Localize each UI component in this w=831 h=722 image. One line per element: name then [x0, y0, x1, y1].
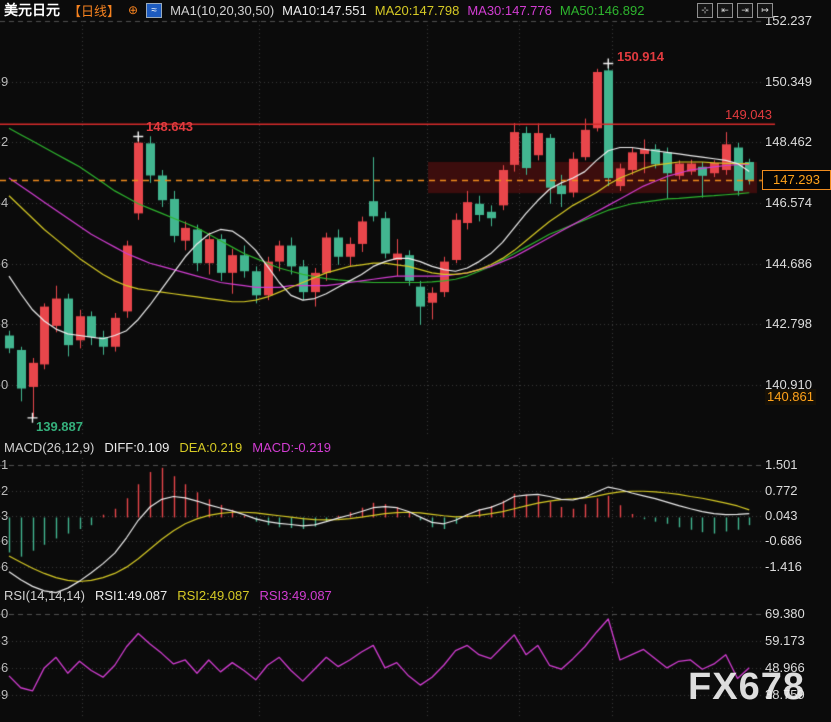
macd-title: MACD(26,12,9) — [4, 440, 95, 455]
shift-right-button[interactable]: ⇥ — [737, 3, 753, 18]
macd-axis-clipped-label: 1 — [1, 457, 9, 472]
price-axis-label: 142.798 — [765, 316, 812, 331]
top-high-annotation: 150.914 — [617, 49, 664, 64]
ma10-value-label: MA10:147.551 — [282, 2, 367, 18]
swing-low-annotation: 139.887 — [36, 419, 83, 434]
rsi-axis-clipped-label: 3 — [1, 633, 9, 648]
rsi-header: RSI(14,14,14) RSI1:49.087 RSI2:49.087 RS… — [4, 588, 332, 603]
rsi-axis-clipped-label: 9 — [1, 687, 9, 702]
rsi2-label: RSI2:49.087 — [177, 588, 250, 603]
macd-axis-clipped-label: 2 — [1, 483, 9, 498]
macd-diff-label: DIFF:0.109 — [104, 440, 170, 455]
period-label[interactable]: 【日线】 — [68, 3, 121, 19]
macd-axis-clipped-label: 6 — [1, 533, 9, 548]
rsi-axis-label: 59.173 — [765, 633, 805, 648]
ma-params-label: MA1(10,20,30,50) — [170, 2, 275, 18]
price-axis-clipped-label: 8 — [1, 316, 9, 331]
ma50-value-label: MA50:146.892 — [559, 2, 645, 18]
macd-axis-clipped-label: 6 — [1, 559, 9, 574]
rsi1-label: RSI1:49.087 — [94, 588, 168, 603]
ma30-value-label: MA30:147.776 — [467, 2, 552, 18]
price-axis-label: 144.686 — [765, 256, 812, 271]
current-price-tag: 147.293 — [762, 170, 831, 190]
macd-header: MACD(26,12,9) DIFF:0.109 DEA:0.219 MACD:… — [4, 440, 331, 455]
symbol-title: 美元日元 — [4, 2, 60, 18]
macd-dea-label: DEA:0.219 — [179, 440, 243, 455]
price-axis-label: 148.462 — [765, 134, 812, 149]
rsi-title: RSI(14,14,14) — [4, 588, 85, 603]
macd-axis-label: -1.416 — [765, 559, 802, 574]
price-axis-clipped-label: 4 — [1, 195, 9, 210]
rsi-axis-label: 38.759 — [765, 687, 805, 702]
price-axis-label: 152.237 — [765, 13, 812, 28]
rsi3-label: RSI3:49.087 — [259, 588, 332, 603]
price-axis-clipped-label: 0 — [1, 377, 9, 392]
price-axis-label: 146.574 — [765, 195, 812, 210]
price-axis-label: 140.910 — [765, 377, 812, 392]
chart-header-bar: 美元日元 【日线】 ⊕ ≈ MA1(10,20,30,50) MA10:147.… — [4, 0, 644, 20]
macd-axis-label: -0.686 — [765, 533, 802, 548]
price-axis-clipped-label: 9 — [1, 74, 9, 89]
price-axis-clipped-label: 2 — [1, 134, 9, 149]
macd-axis-label: 0.043 — [765, 508, 798, 523]
rsi-axis-label: 48.966 — [765, 660, 805, 675]
resistance-price-annotation: 149.043 — [725, 107, 772, 122]
macd-axis-label: 0.772 — [765, 483, 798, 498]
chart-type-icon[interactable]: ≈ — [146, 2, 163, 18]
rsi-axis-label: 69.380 — [765, 606, 805, 621]
shift-left-button[interactable]: ⇤ — [717, 3, 733, 18]
macd-axis-clipped-label: 3 — [1, 508, 9, 523]
session-low-tag: 140.861 — [765, 389, 816, 405]
rsi-axis-clipped-label: 6 — [1, 660, 9, 675]
macd-axis-label: 1.501 — [765, 457, 798, 472]
fx678-watermark: FX678 — [688, 666, 805, 708]
ma20-value-label: MA20:147.798 — [374, 2, 460, 18]
rsi-axis-clipped-label: 0 — [1, 606, 9, 621]
swing-high-annotation: 148.643 — [146, 119, 193, 134]
price-axis-clipped-label: 6 — [1, 256, 9, 271]
pan-button[interactable]: ⊹ — [697, 3, 713, 18]
price-axis-label: 150.349 — [765, 74, 812, 89]
macd-macd-label: MACD:-0.219 — [252, 440, 331, 455]
expand-right-button[interactable]: ↦ — [757, 3, 773, 18]
chart-toolbar: ⊹ ⇤ ⇥ ↦ — [697, 3, 773, 18]
circle-plus-icon[interactable]: ⊕ — [128, 3, 139, 17]
